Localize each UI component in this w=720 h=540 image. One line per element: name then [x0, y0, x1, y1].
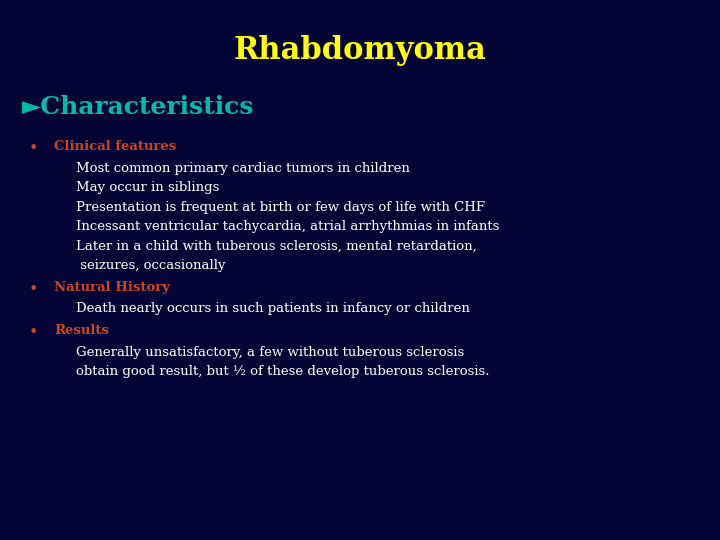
Text: Natural History: Natural History: [54, 281, 170, 294]
Text: May occur in siblings: May occur in siblings: [76, 181, 219, 194]
Text: obtain good result, but ½ of these develop tuberous sclerosis.: obtain good result, but ½ of these devel…: [76, 365, 489, 378]
Text: •: •: [29, 281, 38, 298]
Text: ►Characteristics: ►Characteristics: [22, 94, 254, 118]
Text: Incessant ventricular tachycardia, atrial arrhythmias in infants: Incessant ventricular tachycardia, atria…: [76, 220, 499, 233]
Text: Rhabdomyoma: Rhabdomyoma: [233, 35, 487, 66]
Text: Death nearly occurs in such patients in infancy or children: Death nearly occurs in such patients in …: [76, 302, 469, 315]
Text: Presentation is frequent at birth or few days of life with CHF: Presentation is frequent at birth or few…: [76, 201, 485, 214]
Text: •: •: [29, 324, 38, 341]
Text: Clinical features: Clinical features: [54, 140, 176, 153]
Text: Generally unsatisfactory, a few without tuberous sclerosis: Generally unsatisfactory, a few without …: [76, 346, 464, 359]
Text: seizures, occasionally: seizures, occasionally: [76, 259, 225, 272]
Text: Later in a child with tuberous sclerosis, mental retardation,: Later in a child with tuberous sclerosis…: [76, 240, 477, 253]
Text: Results: Results: [54, 324, 109, 337]
Text: Most common primary cardiac tumors in children: Most common primary cardiac tumors in ch…: [76, 162, 410, 175]
Text: •: •: [29, 140, 38, 157]
